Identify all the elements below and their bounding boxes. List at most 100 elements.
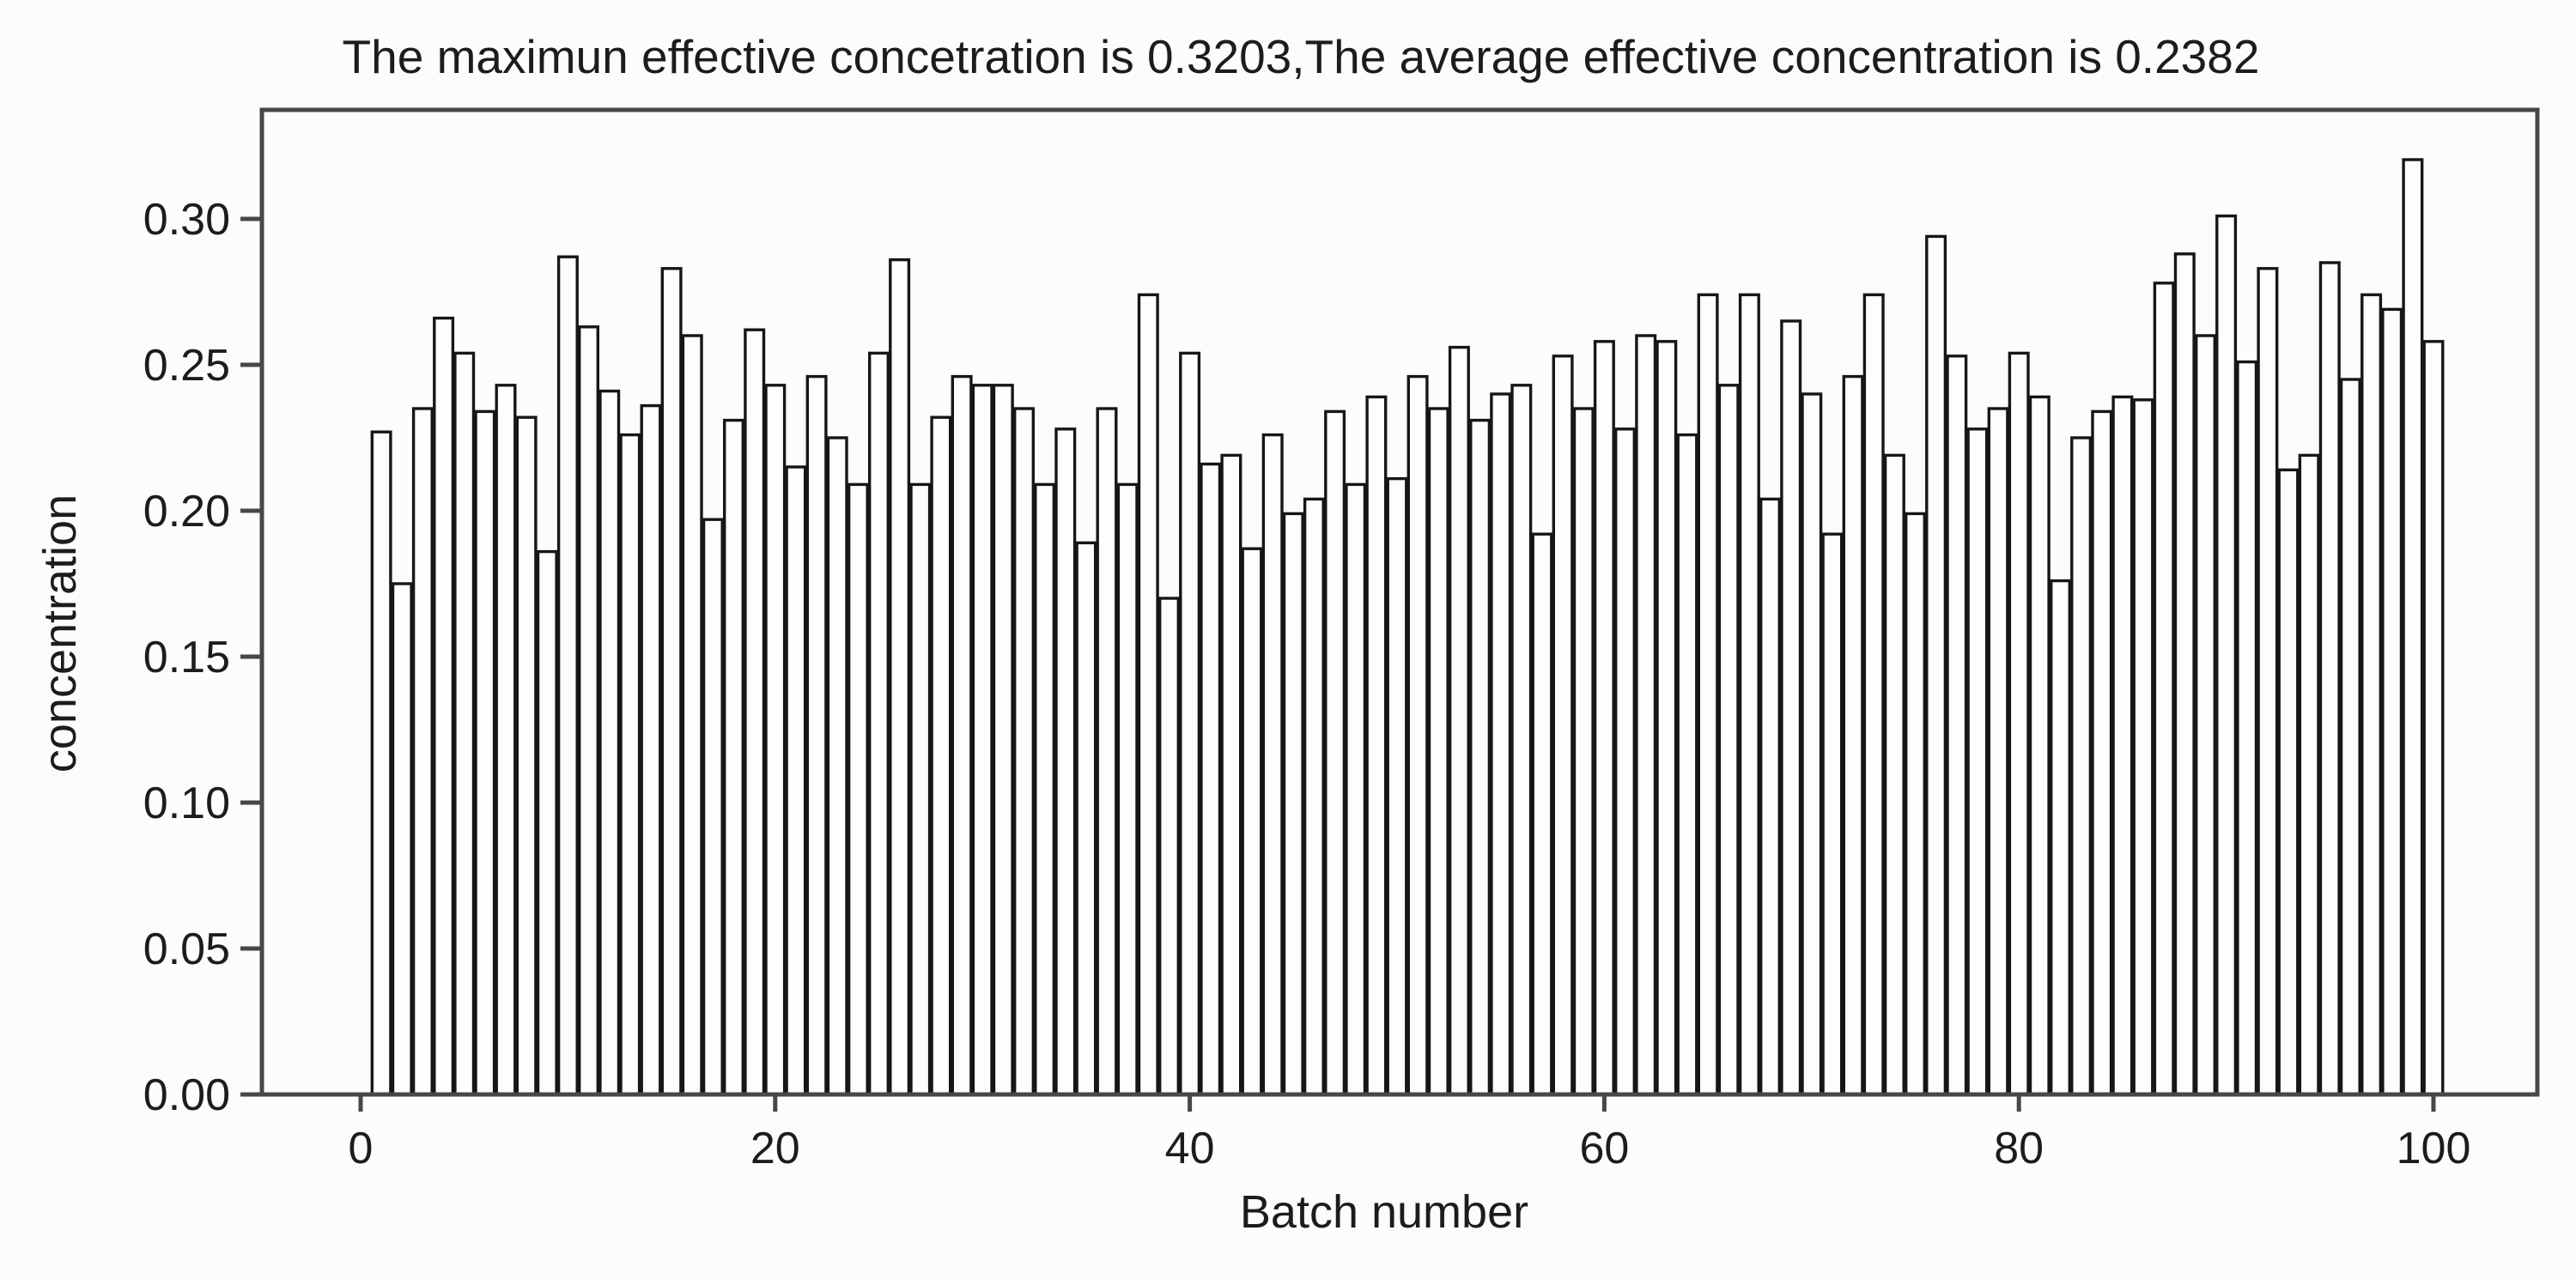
bar <box>1469 418 1492 1096</box>
bar <box>1821 532 1844 1096</box>
bar <box>1012 407 1035 1096</box>
y-tick-label: 0.00 <box>143 1070 230 1120</box>
bar <box>785 465 807 1096</box>
y-tick-label: 0.20 <box>143 487 230 536</box>
bar <box>1717 384 1740 1096</box>
bar <box>2194 334 2216 1096</box>
bar <box>1220 453 1242 1096</box>
bar <box>598 389 621 1096</box>
bar <box>2318 261 2341 1096</box>
bar <box>1427 407 1449 1096</box>
bar <box>2070 436 2093 1096</box>
bar <box>1966 427 1989 1096</box>
bar <box>909 482 932 1096</box>
y-tick-label: 0.25 <box>143 341 230 391</box>
plot-border <box>259 107 2540 1097</box>
bar <box>723 418 745 1096</box>
bar <box>1676 433 1698 1096</box>
bar <box>971 384 993 1096</box>
x-tick-label: 20 <box>750 1124 800 1173</box>
x-tick-label: 40 <box>1165 1124 1215 1173</box>
bar <box>1303 497 1325 1096</box>
bar <box>453 351 476 1096</box>
bar <box>2091 409 2113 1096</box>
bar <box>1261 433 1284 1096</box>
bar <box>495 384 517 1096</box>
bar <box>1448 345 1470 1096</box>
bar <box>1179 351 1201 1096</box>
bar <box>744 328 766 1096</box>
bar <box>992 384 1014 1096</box>
bar <box>1282 512 1304 1096</box>
bar <box>2422 340 2445 1096</box>
bar <box>930 415 952 1096</box>
chart-title: The maximun effective concetration is 0.… <box>342 30 2260 83</box>
x-tick-label: 80 <box>1994 1124 2044 1173</box>
bar <box>619 433 641 1096</box>
bar <box>433 316 455 1096</box>
bar <box>370 430 392 1096</box>
bar <box>1345 482 1367 1096</box>
bar <box>556 255 579 1096</box>
bar <box>1801 392 1823 1096</box>
bar <box>2132 398 2154 1096</box>
bar <box>951 374 973 1096</box>
bar <box>868 351 890 1096</box>
bar <box>391 582 413 1096</box>
bar <box>1697 293 1719 1096</box>
bar <box>889 258 911 1096</box>
x-tick-label: 0 <box>349 1124 374 1173</box>
bar <box>2298 453 2320 1096</box>
bar <box>1862 293 1885 1096</box>
bar <box>1635 334 1657 1096</box>
bar <box>2339 378 2361 1096</box>
bar <box>2381 307 2403 1096</box>
y-tick-label: 0.15 <box>143 633 230 682</box>
bar <box>1552 355 1574 1096</box>
bar <box>2402 158 2424 1096</box>
bar <box>536 549 558 1096</box>
bar <box>805 374 828 1096</box>
bar <box>660 267 683 1096</box>
bar <box>1883 453 1905 1096</box>
bar <box>847 482 869 1096</box>
y-tick-label: 0.30 <box>143 195 230 245</box>
bar <box>1490 392 1512 1096</box>
bar <box>2277 468 2300 1096</box>
bar <box>2008 351 2030 1096</box>
bar <box>1034 482 1056 1096</box>
bar <box>1116 482 1139 1096</box>
bar <box>1946 355 1968 1096</box>
bar <box>515 415 538 1096</box>
bar <box>1510 384 1533 1096</box>
bar <box>474 409 496 1096</box>
bar <box>1759 497 1781 1096</box>
bar <box>1137 293 1159 1096</box>
y-tick-label: 0.10 <box>143 779 230 828</box>
bar <box>2360 293 2383 1096</box>
x-axis-label: Batch number <box>1239 1186 1529 1238</box>
bar <box>1386 476 1408 1096</box>
bar <box>1075 541 1097 1096</box>
bar <box>2173 252 2196 1096</box>
bar <box>1531 532 1553 1096</box>
bar <box>640 403 662 1096</box>
bar <box>764 384 787 1096</box>
bar <box>1157 597 1180 1096</box>
bar <box>2257 267 2279 1096</box>
bar <box>1096 407 1118 1096</box>
bar <box>1200 462 1222 1096</box>
bar <box>1780 319 1802 1096</box>
x-tick-label: 60 <box>1579 1124 1629 1173</box>
x-tick-label: 100 <box>2397 1124 2471 1173</box>
bar <box>1904 512 1926 1096</box>
bar <box>2049 579 2071 1096</box>
bar <box>1572 407 1595 1096</box>
bar <box>1842 374 1864 1096</box>
bar <box>2111 395 2134 1096</box>
bar <box>1324 409 1346 1096</box>
bar <box>2153 282 2175 1096</box>
bar <box>1613 427 1636 1096</box>
bar <box>1241 547 1263 1096</box>
